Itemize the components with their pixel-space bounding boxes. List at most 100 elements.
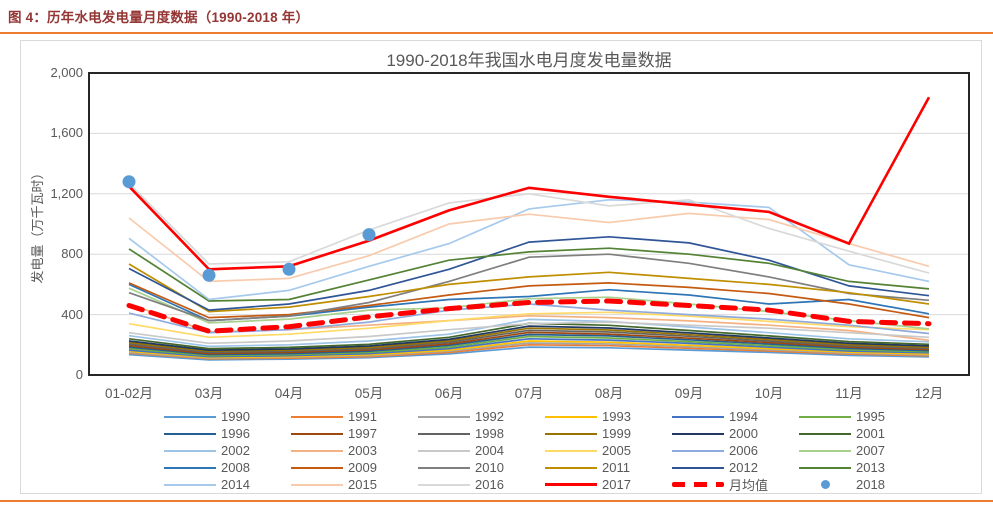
legend-swatch-2015 [291, 480, 343, 489]
series-line-2017 [128, 96, 931, 271]
legend-item-2004: 2004 [418, 442, 545, 459]
line-swatch-icon [672, 432, 724, 435]
legend-swatch-1999 [545, 429, 597, 438]
series-line-2015 [128, 212, 930, 283]
legend-label-1992: 1992 [475, 409, 504, 424]
legend-item-1997: 1997 [291, 425, 418, 442]
line-swatch-icon [545, 449, 597, 452]
legend-item-2014: 2014 [164, 476, 291, 493]
series-line-2014 [128, 198, 930, 301]
legend-label-2004: 2004 [475, 443, 504, 458]
series-line-1998 [128, 329, 930, 354]
y-tick-label: 2,000 [50, 65, 83, 80]
legend-swatch-2014 [164, 480, 216, 489]
legend-swatch-2000 [672, 429, 724, 438]
legend-swatch-1992 [418, 412, 470, 421]
x-tick-label: 11月 [835, 386, 863, 401]
x-tick-label: 07月 [514, 386, 544, 401]
legend-swatch-1994 [672, 412, 724, 421]
legend-label-1993: 1993 [602, 409, 631, 424]
legend-label-1999: 1999 [602, 426, 631, 441]
legend-label-2014: 2014 [221, 477, 250, 492]
legend-swatch-2013 [799, 463, 851, 472]
chart-container: 1990-2018年我国水电月度发电量数据 发电量（万千瓦时） 2,000 1,6… [20, 40, 982, 494]
legend-label-2001: 2001 [856, 426, 885, 441]
figure-caption: 图 4：历年水电发电量月度数据（1990-2018 年） [8, 10, 310, 25]
legend-item-2013: 2013 [799, 459, 926, 476]
series-line-1996 [128, 333, 930, 356]
y-tick-label: 0 [75, 367, 83, 382]
legend-label-2010: 2010 [475, 460, 504, 475]
line-swatch-icon [672, 449, 724, 452]
legend-label-2012: 2012 [729, 460, 758, 475]
chart-legend: 1990 1991 1992 1993 1994 1995 1996 1997 1998 1999… [164, 408, 926, 493]
legend-item-2017: 2017 [545, 476, 672, 493]
line-swatch-icon [291, 415, 343, 418]
line-swatch-icon [545, 466, 597, 469]
line-swatch-icon [672, 482, 724, 487]
series-line-2016 [128, 182, 930, 274]
x-tick-label: 12月 [914, 386, 944, 401]
legend-item-2011: 2011 [545, 459, 672, 476]
series-line-2010 [128, 253, 930, 322]
legend-swatch-1990 [164, 412, 216, 421]
legend-label-2015: 2015 [348, 477, 377, 492]
line-swatch-icon [418, 483, 470, 486]
series-points-2018 [362, 228, 376, 242]
legend-label-monthly-mean: 月均值 [729, 478, 769, 493]
legend-swatch-2002 [164, 446, 216, 455]
legend-label-1996: 1996 [221, 426, 250, 441]
legend-label-2002: 2002 [221, 443, 250, 458]
legend-item-2005: 2005 [545, 442, 672, 459]
legend-swatch-2005 [545, 446, 597, 455]
line-swatch-icon [799, 415, 851, 418]
series-line-1999 [128, 327, 930, 352]
top-accent-divider [0, 32, 993, 34]
legend-item-1999: 1999 [545, 425, 672, 442]
legend-label-1995: 1995 [856, 409, 885, 424]
line-swatch-icon [291, 466, 343, 469]
line-swatch-icon [164, 466, 216, 469]
legend-swatch-1998 [418, 429, 470, 438]
legend-label-1997: 1997 [348, 426, 377, 441]
bottom-accent-divider [0, 500, 993, 502]
legend-swatch-2011 [545, 463, 597, 472]
series-line-2011 [128, 263, 930, 313]
series-line-2000 [128, 325, 930, 351]
x-tick-label: 01-02月 [104, 386, 154, 401]
legend-item-2015: 2015 [291, 476, 418, 493]
legend-label-1994: 1994 [729, 409, 758, 424]
legend-label-2008: 2008 [221, 460, 250, 475]
legend-item-2000: 2000 [672, 425, 799, 442]
legend-swatch-2001 [799, 429, 851, 438]
y-tick-label: 1,200 [50, 185, 83, 201]
legend-swatch-2007 [799, 446, 851, 455]
legend-swatch-2004 [418, 446, 470, 455]
legend-label-2013: 2013 [856, 460, 885, 475]
series-line-1994 [128, 337, 930, 358]
legend-item-1992: 1992 [418, 408, 545, 425]
series-line-1997 [128, 331, 930, 355]
legend-item-2010: 2010 [418, 459, 545, 476]
legend-label-1991: 1991 [348, 409, 377, 424]
legend-swatch-2018 [799, 480, 851, 489]
series-points-2018 [122, 175, 136, 189]
legend-item-2018: 2018 [799, 476, 926, 493]
legend-item-monthly-mean: 月均值 [672, 476, 799, 493]
plot-area [88, 72, 970, 376]
x-tick-label: 03月 [194, 386, 224, 401]
line-swatch-icon [545, 483, 597, 486]
legend-item-2001: 2001 [799, 425, 926, 442]
series-line-2002 [128, 318, 930, 348]
line-swatch-icon [672, 466, 724, 469]
legend-swatch-1995 [799, 412, 851, 421]
series-line-1995 [128, 335, 930, 357]
legend-swatch-2010 [418, 463, 470, 472]
line-swatch-icon [164, 415, 216, 418]
legend-item-2012: 2012 [672, 459, 799, 476]
legend-label-2006: 2006 [729, 443, 758, 458]
line-swatch-icon [291, 449, 343, 452]
legend-label-2005: 2005 [602, 443, 631, 458]
legend-item-2003: 2003 [291, 442, 418, 459]
